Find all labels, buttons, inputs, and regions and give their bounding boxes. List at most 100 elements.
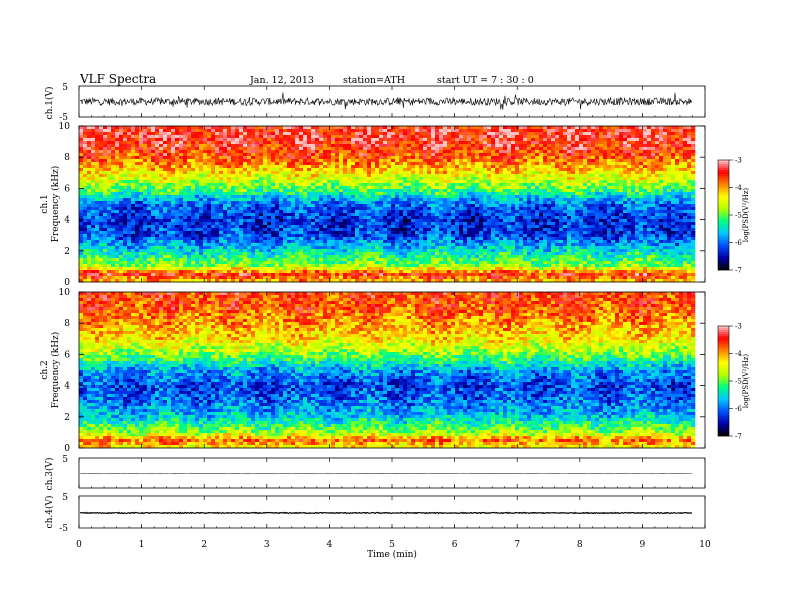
spectrogram-cell (407, 162, 412, 166)
spectrogram-cell (143, 183, 148, 187)
spectrogram-cell (79, 129, 84, 133)
spectrogram-cell (375, 207, 380, 211)
spectrogram-cell (607, 150, 612, 154)
spectrogram-cell (519, 210, 524, 214)
spectrogram-cell (499, 138, 504, 142)
spectrogram-cell (91, 213, 96, 217)
spectrogram-cell (127, 192, 132, 196)
spectrogram-cell (231, 126, 236, 130)
spectrogram-cell (379, 174, 384, 178)
spectrogram-cell (131, 171, 136, 175)
spectrogram-cell (179, 192, 184, 196)
spectrogram-cell (139, 183, 144, 187)
spectrogram-cell (663, 201, 668, 205)
spectrogram-cell (627, 147, 632, 151)
spectrogram-cell (595, 129, 600, 133)
spectrogram-cell (255, 138, 260, 142)
spectrogram-cell (323, 159, 328, 163)
spectrogram-cell (467, 216, 472, 220)
spectrogram-cell (671, 195, 676, 199)
spectrogram-cell (395, 165, 400, 169)
spectrogram-cell (371, 174, 376, 178)
spectrogram-cell (635, 168, 640, 172)
spectrogram-cell (295, 126, 300, 130)
spectrogram-cell (523, 138, 528, 142)
spectrogram-cell (287, 135, 292, 139)
spectrogram-cell (343, 219, 348, 223)
spectrogram-cell (623, 213, 628, 217)
spectrogram-cell (311, 198, 316, 202)
spectrogram-cell (287, 213, 292, 217)
spectrogram-cell (643, 168, 648, 172)
spectrogram-cell (135, 141, 140, 145)
spectrogram-cell (467, 207, 472, 211)
spectrogram-cell (431, 195, 436, 199)
spectrogram-cell (243, 201, 248, 205)
spectrogram-cell (155, 126, 160, 130)
spectrogram-cell (275, 189, 280, 193)
spectrogram-cell (87, 222, 92, 226)
spectrogram-cell (679, 186, 684, 190)
spectrogram-cell (395, 207, 400, 211)
spectrogram-cell (387, 207, 392, 211)
spectrogram-cell (355, 165, 360, 169)
spectrogram-cell (255, 204, 260, 208)
spectrogram-cell (675, 180, 680, 184)
spectrogram-cell (679, 183, 684, 187)
spectrogram-cell (359, 180, 364, 184)
spectrogram-cell (307, 138, 312, 142)
spectrogram-cell (623, 147, 628, 151)
spectrogram-cell (435, 171, 440, 175)
spectrogram-cell (163, 195, 168, 199)
spectrogram-cell (179, 183, 184, 187)
spectrogram-cell (539, 198, 544, 202)
spectrogram-cell (555, 126, 560, 130)
spectrogram-cell (591, 177, 596, 181)
spectrogram-cell (675, 147, 680, 151)
spectrogram-cell (563, 195, 568, 199)
spectrogram-cell (95, 195, 100, 199)
spectrogram-cell (467, 177, 472, 181)
spectrogram-cell (579, 168, 584, 172)
spectrogram-cell (159, 213, 164, 217)
spectrogram-cell (239, 192, 244, 196)
spectrogram-cell (79, 150, 84, 154)
spectrogram-cell (363, 207, 368, 211)
spectrogram-cell (395, 138, 400, 142)
spectrogram-cell (643, 183, 648, 187)
spectrogram-cell (675, 210, 680, 214)
spectrogram-cell (331, 213, 336, 217)
spectrogram-cell (151, 138, 156, 142)
spectrogram-cell (391, 141, 396, 145)
spectrogram-cell (615, 165, 620, 169)
spectrogram-cell (343, 141, 348, 145)
spectrogram-cell (555, 204, 560, 208)
spectrogram-cell (251, 177, 256, 181)
spectrogram-cell (583, 138, 588, 142)
spectrogram-cell (335, 156, 340, 160)
spectrogram-cell (339, 138, 344, 142)
spectrogram-cell (639, 219, 644, 223)
spectrogram-cell (135, 186, 140, 190)
spectrogram-cell (259, 177, 264, 181)
spectrogram-cell (655, 186, 660, 190)
spectrogram-cell (343, 204, 348, 208)
spectrogram-cell (279, 189, 284, 193)
spectrogram-cell (99, 189, 104, 193)
spectrogram-cell (531, 129, 536, 133)
spectrogram-cell (691, 177, 696, 181)
spectrogram-cell (223, 186, 228, 190)
spectrogram-cell (159, 198, 164, 202)
spectrogram-cell (351, 153, 356, 157)
spectrogram-cell (91, 210, 96, 214)
spectrogram-cell (315, 132, 320, 136)
spectrogram-cell (231, 183, 236, 187)
spectrogram-cell (587, 135, 592, 139)
spectrogram-cell (443, 156, 448, 160)
spectrogram-cell (183, 183, 188, 187)
spectrogram-cell (191, 138, 196, 142)
spectrogram-cell (91, 168, 96, 172)
spectrogram-cell (363, 177, 368, 181)
spectrogram-cell (559, 192, 564, 196)
spectrogram-cell (623, 135, 628, 139)
